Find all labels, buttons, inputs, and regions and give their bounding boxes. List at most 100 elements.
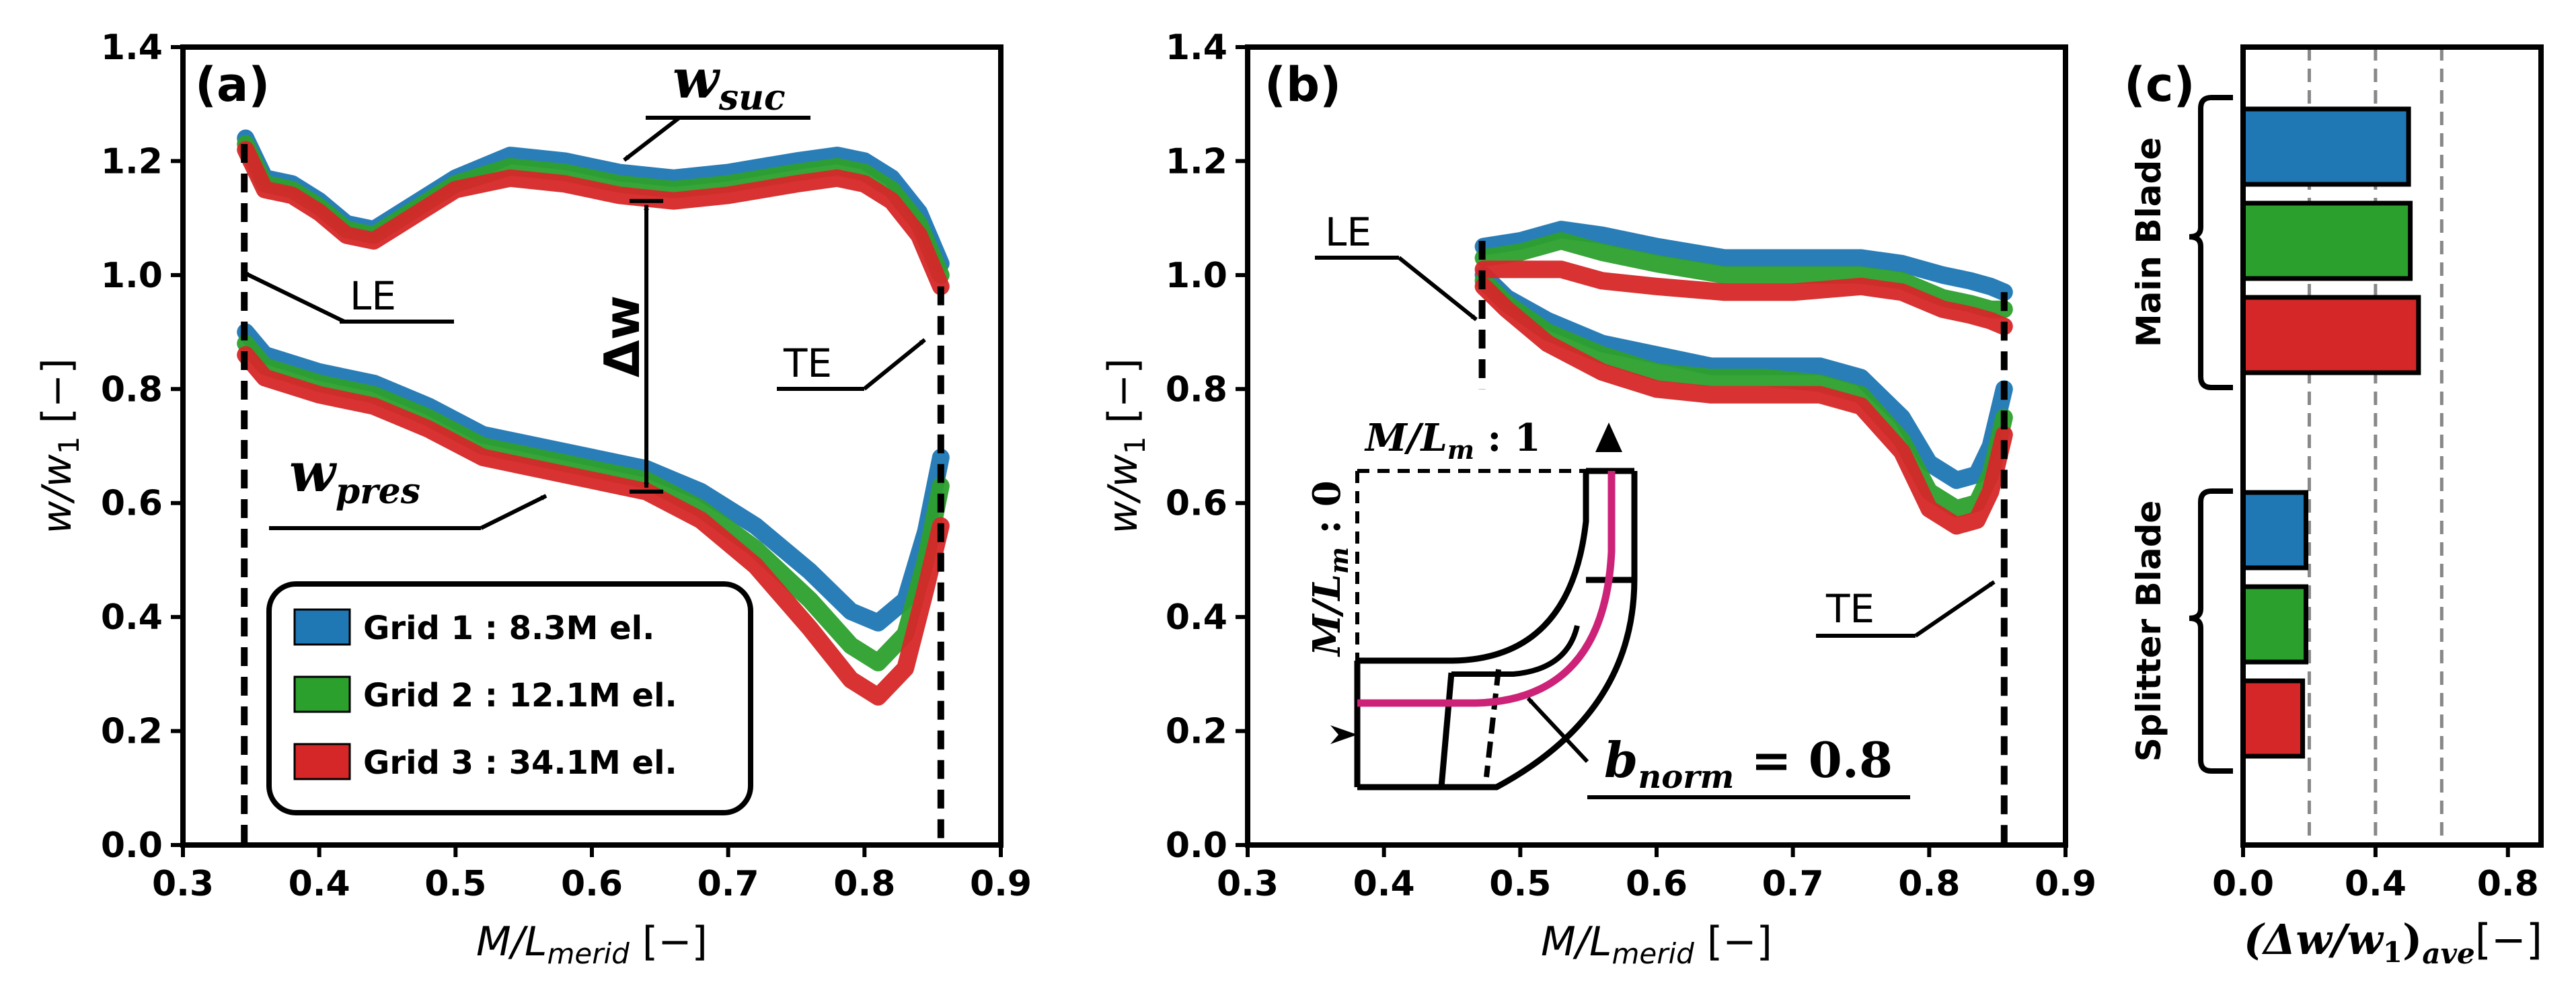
panel-b-series [1474, 221, 2013, 535]
x-tick-label: 0.8 [1898, 864, 1960, 904]
x-tick-label: 0.5 [1489, 864, 1551, 904]
x-tick-label: 0.8 [833, 864, 895, 904]
panel-b-le-label: LE [1325, 209, 1371, 255]
x-tick-label: 0.4 [289, 864, 350, 904]
y-tick-label: 0.0 [1166, 825, 1227, 866]
panel-c-letter: (c) [2124, 57, 2195, 112]
bar-main-grid3 [2240, 295, 2421, 375]
inset-left-arrowhead [1330, 725, 1357, 744]
panel-b-te-label: TE [1825, 586, 1874, 632]
inset-hub [1357, 471, 1638, 791]
panel-b: LE TE M/Lm : 1 M/Lm : [1100, 28, 2096, 970]
y-tick-label: 0.8 [1166, 369, 1227, 410]
group-label-main-blade: Main Blade [2129, 137, 2168, 347]
panel-a-w-pres-arrow [480, 494, 547, 530]
bar-main-grid1 [2240, 106, 2411, 187]
panel-a-te-label: TE [783, 340, 832, 386]
y-tick-label: 0.6 [101, 484, 163, 524]
x-tick-label: 0.9 [970, 864, 1032, 904]
panel-b-te-arrow [1914, 580, 1996, 638]
bar-splitter-grid2 [2240, 584, 2309, 665]
x-tick-label: 0.8 [2477, 864, 2539, 904]
series-3-suction-line [1474, 260, 2013, 336]
inset-splitter-le [1484, 669, 1501, 778]
x-tick-label: 0.9 [2035, 864, 2096, 904]
x-tick-label: 0.7 [1762, 864, 1824, 904]
y-tick-label: 1.0 [101, 256, 163, 296]
inset-splitter-cap [1451, 625, 1580, 677]
y-tick-label: 0.2 [101, 712, 163, 752]
panel-c-bars [2240, 106, 2421, 759]
inset-le-line [1438, 672, 1455, 788]
series-1-suction-line [1474, 221, 2013, 301]
panel-a: Δw wsuc wpres LE TE Grid 1 : 8.3M el. Gr… [34, 28, 1032, 970]
panel-b-bnorm-label: bnorm = 0.8 [1604, 731, 1893, 796]
panel-c-xlabel: (Δw/w1)ave[−] [2244, 915, 2542, 970]
x-tick-label: 0.3 [1217, 864, 1279, 904]
y-tick-label: 0.4 [1166, 597, 1227, 638]
x-tick-label: 0.7 [697, 864, 759, 904]
panel-a-ylabel: w/w1 [−] [34, 358, 85, 534]
inset-mid-streamline [1357, 471, 1616, 707]
bar-main-grid2 [2240, 200, 2413, 281]
panel-b-ylabel: w/w1 [−] [1100, 358, 1151, 534]
y-tick-label: 0.6 [1166, 484, 1227, 524]
bar-splitter-grid1 [2240, 490, 2309, 571]
panel-b-inset-left-label: M/Lm : 0 [1305, 480, 1354, 657]
x-tick-label: 0.6 [1626, 864, 1688, 904]
series-1-suction-line [237, 129, 950, 272]
x-tick-label: 0.3 [152, 864, 214, 904]
panel-a-te-arrow [863, 338, 926, 391]
y-tick-label: 1.0 [1166, 256, 1227, 296]
panel-b-le-arrow [1398, 256, 1478, 322]
panel-a-legend: Grid 1 : 8.3M el. Grid 2 : 12.1M el. Gri… [266, 581, 753, 815]
group-label-splitter-blade: Splitter Blade [2129, 501, 2168, 762]
brace-splitter-blade [2189, 488, 2233, 774]
panel-c-frame [2240, 44, 2544, 848]
y-tick-label: 1.4 [101, 28, 163, 68]
legend-swatch-grid1 [293, 608, 351, 646]
x-tick-label: 0.4 [1353, 864, 1415, 904]
panel-a-letter: (a) [195, 57, 270, 112]
inset-shroud [1357, 471, 1589, 664]
panel-a-w-pres-label: wpres [289, 441, 420, 512]
legend-swatch-grid2 [293, 675, 351, 713]
panel-a-le-label: LE [350, 273, 396, 319]
panel-a-w-suc-label: wsuc [673, 47, 786, 118]
legend-label-grid1: Grid 1 : 8.3M el. [363, 610, 654, 647]
panel-b-xlabel: M/Lmerid [−] [1541, 918, 1772, 970]
legend-label-grid3: Grid 3 : 34.1M el. [363, 744, 677, 782]
legend-label-grid2: Grid 2 : 12.1M el. [363, 677, 677, 714]
inset-bnorm-arrow [1526, 696, 1589, 764]
panel-a-le-arrow [242, 270, 346, 324]
panel-a-delta-w-label: Δw [594, 295, 650, 377]
series-3-pressure-line [1474, 277, 2013, 535]
legend-frame [266, 581, 753, 815]
inset-top-arrowhead [1595, 423, 1622, 452]
brace-main-blade [2189, 95, 2233, 390]
series-2-pressure-line [1474, 272, 2013, 518]
panel-c-ticks: 0.0 0.4 0.8 [2212, 845, 2539, 904]
x-tick-label: 0.0 [2212, 864, 2274, 904]
y-tick-label: 0.0 [101, 825, 163, 866]
y-tick-label: 0.4 [101, 597, 163, 638]
series-3-suction-line [237, 141, 950, 295]
panel-a-w-suc-arrow [623, 116, 681, 162]
panel-b-letter: (b) [1264, 57, 1341, 112]
series-2-suction-line [1474, 232, 2013, 318]
y-tick-label: 0.2 [1166, 712, 1227, 752]
x-tick-label: 0.4 [2345, 864, 2407, 904]
x-tick-label: 0.6 [561, 864, 623, 904]
panel-a-xlabel: M/Lmerid [−] [476, 918, 708, 970]
y-tick-label: 1.4 [1166, 28, 1227, 68]
bar-splitter-grid3 [2240, 678, 2306, 759]
y-tick-label: 0.8 [101, 369, 163, 410]
legend-swatch-grid3 [293, 743, 351, 780]
y-tick-label: 1.2 [101, 141, 163, 182]
x-tick-label: 0.5 [424, 864, 486, 904]
panel-a-ticks: 0.3 0.4 0.5 0.6 0.7 0.8 0.9 0.0 0.2 0.4 0.6 0.8 1.0 1… [101, 28, 1032, 904]
panel-b-inset-top-label: M/Lm : 1 [1364, 416, 1541, 465]
panel-b-inset-sketch [1330, 423, 1638, 791]
y-tick-label: 1.2 [1166, 141, 1227, 182]
